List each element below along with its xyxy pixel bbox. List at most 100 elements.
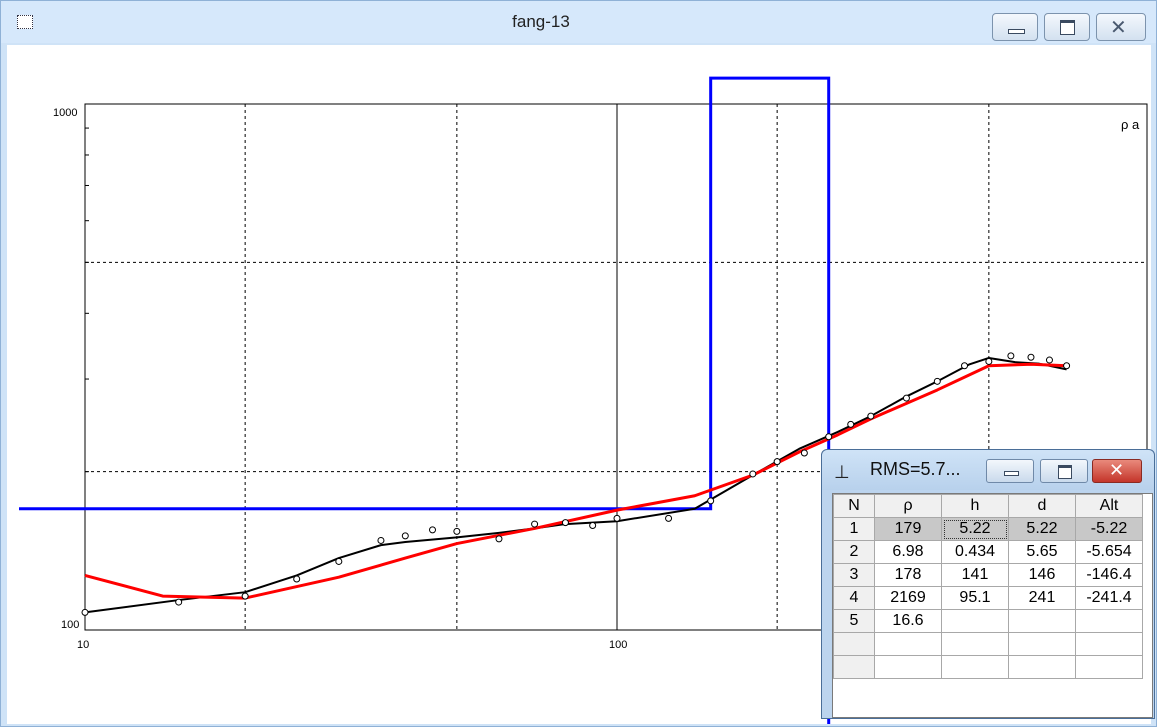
data-point xyxy=(589,522,597,530)
data-point xyxy=(749,470,757,478)
row-number-cell[interactable] xyxy=(833,655,875,679)
table-cell[interactable] xyxy=(941,655,1009,679)
table-row[interactable] xyxy=(833,632,1143,656)
table-cell[interactable]: 6.98 xyxy=(874,540,942,564)
rms-caption: RMS=5.7... xyxy=(870,459,961,479)
table-cell[interactable]: -5.654 xyxy=(1075,540,1143,564)
data-point xyxy=(613,514,621,522)
table-row[interactable]: 4 2169 95.1 241 -241.4 xyxy=(833,586,1143,610)
model-close-button[interactable]: ✕ xyxy=(1092,459,1142,483)
table-cell[interactable]: 146 xyxy=(1008,563,1076,587)
table-cell[interactable]: 5.22 xyxy=(941,517,1009,541)
minimize-icon xyxy=(1008,29,1025,34)
data-point xyxy=(429,526,437,534)
data-point xyxy=(902,394,910,402)
table-cell[interactable] xyxy=(1075,609,1143,633)
model-minimize-button[interactable] xyxy=(986,459,1034,483)
data-point xyxy=(377,536,385,544)
x-tick-label-100: 100 xyxy=(609,639,628,651)
data-point xyxy=(81,608,89,616)
data-point xyxy=(293,575,301,583)
table-cell[interactable] xyxy=(941,609,1009,633)
data-point xyxy=(800,449,808,457)
table-cell[interactable] xyxy=(1075,632,1143,656)
table-cell[interactable]: 95.1 xyxy=(941,586,1009,610)
table-row[interactable] xyxy=(833,655,1143,679)
table-cell[interactable]: 141 xyxy=(941,563,1009,587)
close-button[interactable]: ✕ xyxy=(1096,13,1146,41)
column-header-2[interactable]: h xyxy=(941,494,1009,518)
maximize-button[interactable] xyxy=(1044,13,1090,41)
data-point xyxy=(847,420,855,428)
data-point xyxy=(867,412,875,420)
close-icon: ✕ xyxy=(1109,460,1125,481)
y-tick-label-1000: 1000 xyxy=(53,107,78,119)
document-icon[interactable] xyxy=(17,15,33,29)
maximize-icon xyxy=(1060,20,1075,35)
table-cell[interactable] xyxy=(874,632,942,656)
data-point xyxy=(707,497,715,505)
layer-icon[interactable]: ⊥ xyxy=(834,462,850,483)
x-tick-label-10: 10 xyxy=(77,639,90,651)
table-cell[interactable] xyxy=(1075,655,1143,679)
table-cell[interactable]: 5.22 xyxy=(1008,517,1076,541)
window-title: fang-13 xyxy=(512,12,570,31)
row-number-cell[interactable]: 2 xyxy=(833,540,875,564)
model-window-title-bar[interactable]: ⊥ RMS=5.7... ✕ xyxy=(822,450,1154,490)
data-point xyxy=(825,433,833,441)
table-cell[interactable]: 178 xyxy=(874,563,942,587)
table-cell[interactable]: 16.6 xyxy=(874,609,942,633)
title-bar[interactable]: fang-13 ✕ xyxy=(1,1,1156,43)
table-cell[interactable]: -146.4 xyxy=(1075,563,1143,587)
data-point xyxy=(531,520,539,528)
table-row[interactable]: 2 6.98 0.434 5.65 -5.654 xyxy=(833,540,1143,564)
column-header-4[interactable]: Alt xyxy=(1075,494,1143,518)
minimize-icon xyxy=(1004,471,1019,476)
data-point xyxy=(985,357,993,365)
table-cell[interactable]: 241 xyxy=(1008,586,1076,610)
column-header-n[interactable]: N xyxy=(833,494,875,518)
model-maximize-button[interactable] xyxy=(1040,459,1088,483)
data-point xyxy=(1063,362,1071,370)
sounding-chart[interactable] xyxy=(7,45,1151,724)
data-point xyxy=(773,458,781,466)
close-icon: ✕ xyxy=(1110,15,1127,39)
data-point xyxy=(665,514,673,522)
table-cell[interactable]: 0.434 xyxy=(941,540,1009,564)
y-tick-label-100: 100 xyxy=(61,619,80,631)
row-number-cell[interactable] xyxy=(833,632,875,656)
table-row[interactable]: 3 178 141 146 -146.4 xyxy=(833,563,1143,587)
table-row[interactable]: 1 179 5.22 5.22 -5.22 xyxy=(833,517,1143,541)
table-cell[interactable]: 179 xyxy=(874,517,942,541)
table-cell[interactable] xyxy=(1008,655,1076,679)
data-point xyxy=(241,592,249,600)
table-cell[interactable]: -241.4 xyxy=(1075,586,1143,610)
row-number-cell[interactable]: 5 xyxy=(833,609,875,633)
table-cell[interactable]: 5.65 xyxy=(1008,540,1076,564)
data-point xyxy=(335,557,343,565)
table-cell[interactable] xyxy=(1008,609,1076,633)
column-header-1[interactable]: ρ xyxy=(874,494,942,518)
row-number-cell[interactable]: 1 xyxy=(833,517,875,541)
row-number-cell[interactable]: 4 xyxy=(833,586,875,610)
data-point xyxy=(933,377,941,385)
rho-axis-label: ρ a xyxy=(1121,117,1140,132)
table-cell[interactable]: -5.22 xyxy=(1075,517,1143,541)
table-cell[interactable] xyxy=(941,632,1009,656)
maximize-icon xyxy=(1058,465,1072,479)
table-cell[interactable] xyxy=(1008,632,1076,656)
data-point xyxy=(175,598,183,606)
table-cell[interactable] xyxy=(874,655,942,679)
table-row[interactable]: 5 16.6 xyxy=(833,609,1143,633)
row-number-cell[interactable]: 3 xyxy=(833,563,875,587)
data-point xyxy=(495,535,503,543)
column-header-3[interactable]: d xyxy=(1008,494,1076,518)
minimize-button[interactable] xyxy=(992,13,1038,41)
table-cell[interactable]: 2169 xyxy=(874,586,942,610)
red-fit-line xyxy=(84,362,1067,600)
